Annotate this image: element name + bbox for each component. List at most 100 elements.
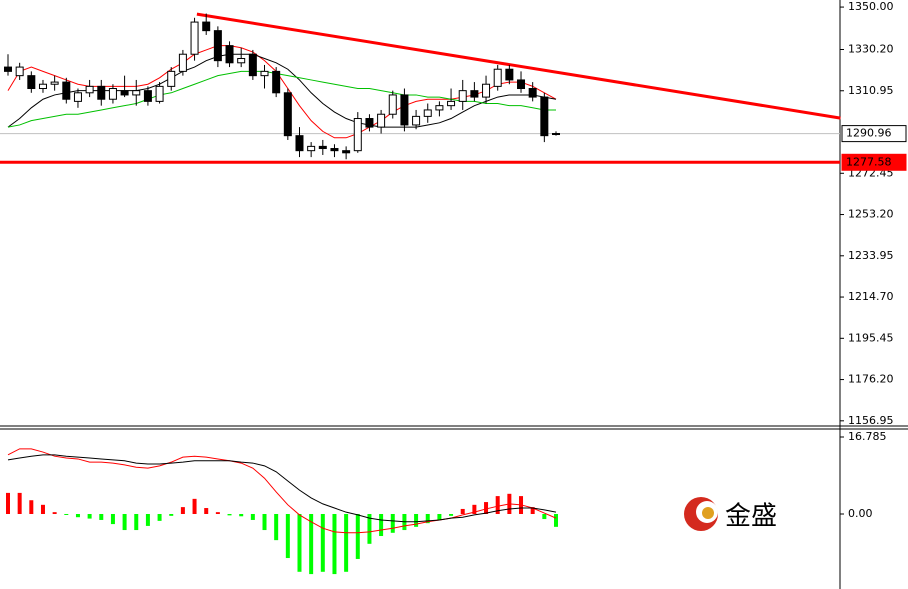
price-label-box [841, 125, 907, 143]
candle-body [377, 113, 386, 128]
candle-body [458, 90, 467, 102]
candle-body [120, 90, 129, 96]
candle-body [178, 53, 187, 72]
y-tick-label: 1310.95 [848, 84, 894, 97]
histogram-bar [344, 513, 349, 572]
candle-body [132, 90, 141, 96]
macd-line [7, 454, 557, 523]
y-tick-label: 1214.70 [848, 290, 894, 303]
histogram-bar [215, 512, 220, 514]
candle-body [38, 83, 47, 90]
y-tick-label: 1195.45 [848, 331, 894, 344]
candle-body [225, 45, 234, 64]
candle-body [400, 94, 409, 126]
histogram-bar [530, 507, 535, 514]
histogram-bar [122, 513, 127, 531]
candle-body [412, 115, 421, 126]
candle-body [167, 70, 176, 87]
candle-body [190, 21, 199, 55]
histogram-bar [64, 513, 69, 515]
candle-body [307, 145, 316, 152]
logo: 金盛 [684, 497, 777, 532]
candle-body [85, 85, 94, 94]
candle-body [27, 75, 36, 90]
trendline [196, 12, 841, 120]
y-tick-label: 1330.20 [848, 43, 894, 56]
candle-body [505, 68, 514, 81]
candle-body [318, 145, 327, 150]
candle-body [283, 92, 292, 137]
candle-body [237, 58, 246, 64]
histogram-bar [99, 513, 104, 520]
histogram-bar [274, 513, 279, 541]
candle-body [365, 118, 374, 128]
candle-body [202, 21, 211, 32]
price-label: 1277.58 [846, 155, 892, 168]
histogram-bar [250, 513, 255, 520]
candle-body [493, 68, 502, 87]
logo-text: 金盛 [725, 502, 777, 532]
histogram-bar [227, 513, 232, 516]
candle-body [15, 66, 24, 77]
histogram-bar [425, 513, 430, 524]
candle-body [517, 79, 526, 90]
histogram-bar [75, 513, 80, 518]
histogram-bar [40, 504, 45, 514]
histogram-bar [262, 513, 267, 531]
candle-body [97, 85, 106, 100]
candle-body [213, 30, 222, 62]
histogram-bar [157, 513, 162, 521]
y-tick-label: 0.00 [848, 507, 873, 520]
y-tick-label: 1253.20 [848, 208, 894, 221]
candle-body [353, 118, 362, 152]
price-label-box [841, 153, 907, 171]
histogram-bar [52, 512, 57, 514]
candle-body [482, 83, 491, 98]
candle-body [260, 70, 269, 77]
candle-body [435, 105, 444, 111]
histogram-bar [285, 513, 290, 559]
logo-icon [702, 507, 714, 519]
macd-line [7, 448, 557, 534]
candle-body [330, 148, 339, 152]
histogram-bar [87, 513, 92, 519]
histogram-bar [495, 496, 500, 514]
histogram-bar [472, 504, 477, 514]
histogram-bar [484, 502, 489, 514]
candle-body [272, 70, 281, 94]
candle-body [73, 92, 82, 102]
histogram-bar [542, 513, 547, 520]
candle-body [4, 66, 12, 72]
histogram-bar [169, 513, 174, 516]
histogram-bar [180, 507, 185, 514]
histogram-bar [204, 508, 209, 514]
candle-body [540, 96, 549, 137]
histogram-bar [332, 513, 337, 575]
candle-body [388, 94, 397, 115]
candle-body [295, 135, 304, 152]
candle-body [143, 90, 152, 102]
histogram-bar [414, 513, 419, 527]
y-tick-label: 1350.00 [848, 0, 894, 13]
candle-body [248, 53, 257, 77]
histogram-bar [367, 513, 372, 544]
histogram-bar [134, 513, 139, 531]
histogram-bar [29, 500, 34, 514]
candle-body [155, 85, 164, 102]
y-tick-label: 1233.95 [848, 249, 894, 262]
histogram-bar [554, 513, 558, 527]
histogram-bar [460, 508, 465, 514]
histogram-bar [449, 513, 454, 516]
histogram-bar [6, 492, 10, 514]
candle-body [423, 109, 432, 117]
candle-body [470, 90, 479, 98]
histogram-bar [390, 513, 395, 533]
histogram-bar [437, 513, 442, 520]
y-tick-label: 1156.95 [848, 414, 894, 427]
candle-body [108, 88, 117, 100]
candle-body [447, 100, 456, 107]
candle-body [528, 88, 537, 98]
histogram-bar [297, 513, 302, 572]
histogram-bar [17, 492, 22, 514]
